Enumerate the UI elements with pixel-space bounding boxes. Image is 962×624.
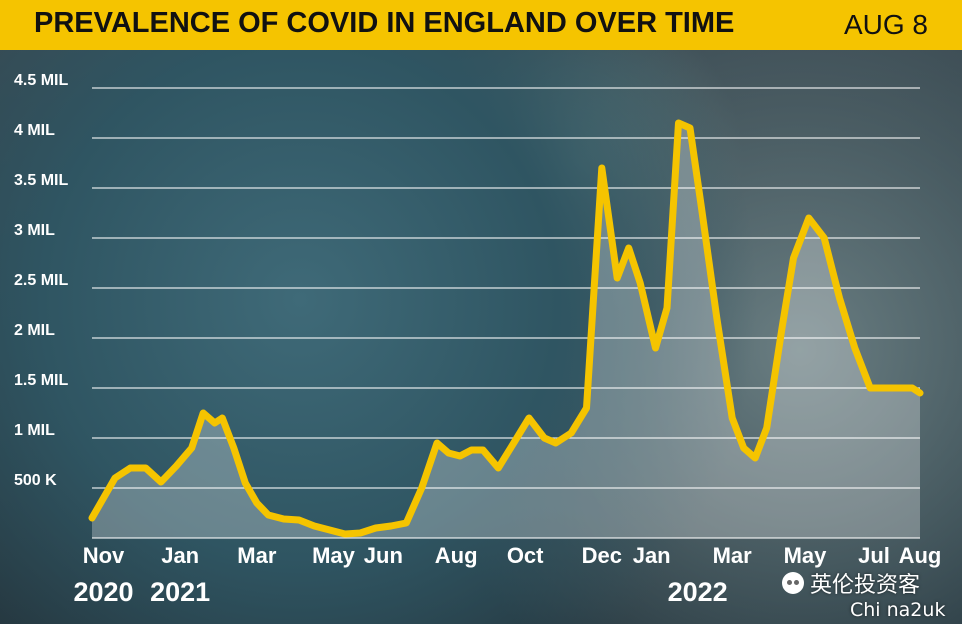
x-tick-label: Oct	[507, 543, 544, 568]
x-tick-label: Aug	[899, 543, 942, 568]
x-tick-label: Nov	[83, 543, 125, 568]
wechat-icon	[782, 572, 804, 594]
y-tick-label: 4.5 MIL	[14, 72, 68, 89]
chart-title: PREVALENCE OF COVID IN ENGLAND OVER TIME	[34, 7, 735, 39]
x-tick-label: Jul	[858, 543, 890, 568]
year-label: 2022	[668, 577, 728, 607]
y-tick-label: 3 MIL	[14, 222, 55, 239]
year-label: 2021	[150, 577, 210, 607]
prevalence-line	[88, 119, 924, 538]
x-tick-label: May	[312, 543, 356, 568]
y-tick-label: 2.5 MIL	[14, 272, 68, 289]
x-tick-label: May	[784, 543, 828, 568]
x-tick-label: Mar	[237, 543, 277, 568]
watermark-handle: Chi na2uk	[850, 599, 946, 621]
watermark-brand: 英伦投资客	[782, 567, 920, 599]
y-tick-label: 1 MIL	[14, 422, 55, 439]
x-tick-label: Jan	[633, 543, 671, 568]
year-label: 2020	[73, 577, 133, 607]
date-label: AUG 8	[843, 9, 928, 40]
y-tick-label: 4 MIL	[14, 122, 55, 139]
y-tick-label: 500 K	[14, 472, 57, 489]
area-fill	[92, 123, 920, 538]
x-tick-label: Mar	[713, 543, 753, 568]
y-tick-label: 1.5 MIL	[14, 372, 68, 389]
x-tick-label: Jun	[364, 543, 403, 568]
y-tick-label: 2 MIL	[14, 322, 55, 339]
y-tick-label: 3.5 MIL	[14, 172, 68, 189]
x-tick-label: Jan	[161, 543, 199, 568]
x-tick-label: Dec	[582, 543, 622, 568]
watermark-text: 英伦投资客	[810, 573, 921, 598]
title-bar: PREVALENCE OF COVID IN ENGLAND OVER TIME…	[0, 0, 962, 50]
x-tick-label: Aug	[435, 543, 478, 568]
